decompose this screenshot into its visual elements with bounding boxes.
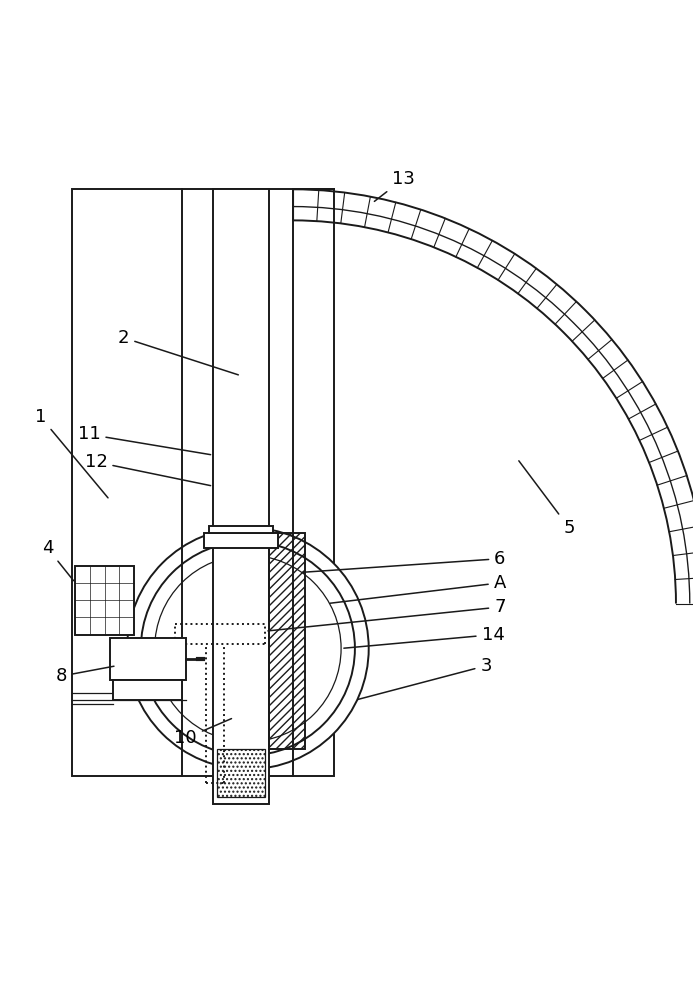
Text: 10: 10	[175, 719, 232, 747]
Bar	[204, 533, 278, 548]
Text: 4: 4	[42, 539, 74, 581]
Text: 7: 7	[268, 598, 506, 631]
Text: 2: 2	[118, 329, 238, 375]
Bar	[113, 680, 182, 700]
Bar	[110, 638, 186, 680]
Circle shape	[127, 528, 369, 769]
Circle shape	[155, 555, 341, 742]
Text: 5: 5	[519, 461, 575, 537]
Text: 11: 11	[78, 425, 211, 455]
Text: 3: 3	[358, 657, 492, 700]
Text: 1: 1	[35, 408, 108, 498]
Text: 13: 13	[374, 170, 415, 201]
Text: 12: 12	[84, 453, 211, 486]
Bar	[269, 533, 305, 749]
Bar	[209, 526, 274, 533]
Bar	[214, 189, 269, 804]
Text: 8: 8	[56, 666, 114, 685]
Circle shape	[141, 541, 355, 755]
Bar	[75, 566, 134, 635]
Text: 6: 6	[303, 550, 505, 572]
Text: A: A	[330, 574, 506, 603]
Bar	[72, 189, 334, 776]
Bar	[217, 749, 265, 797]
Text: 14: 14	[344, 626, 505, 648]
